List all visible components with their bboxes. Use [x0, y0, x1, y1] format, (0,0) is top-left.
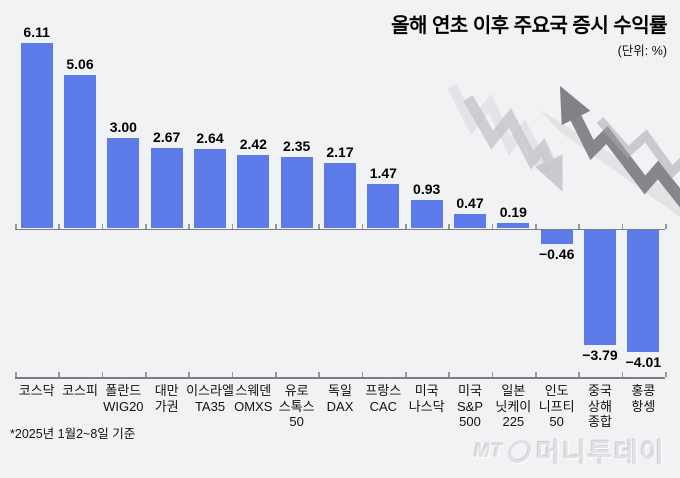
axis-tick — [188, 223, 190, 229]
chart-title: 올해 연초 이후 주요국 증시 수익률 — [391, 15, 667, 37]
moneytoday-name-text: 머니투데이 — [536, 438, 666, 468]
axis-tick — [275, 223, 277, 229]
value-label: 2.35 — [283, 138, 311, 155]
axis-tick — [145, 223, 147, 229]
moneytoday-mt-text: MT — [473, 440, 504, 462]
bar — [64, 75, 96, 229]
axis-tick — [188, 372, 190, 377]
bar — [237, 155, 270, 229]
value-label: 6.11 — [23, 24, 50, 41]
axis-tick — [58, 372, 60, 377]
axis-tick — [318, 372, 320, 377]
category-label: 코스닥 — [18, 383, 55, 398]
bar — [584, 230, 616, 345]
axis-tick — [665, 223, 667, 229]
bar — [410, 200, 443, 229]
value-label: 2.17 — [326, 143, 354, 160]
axis-tick — [621, 372, 624, 377]
category-label: 독일 DAX — [326, 383, 354, 414]
value-label: 3.00 — [109, 118, 137, 135]
bar — [20, 43, 53, 229]
axis-tick — [448, 223, 450, 229]
bar — [107, 137, 140, 229]
category-label: 일본 닛케이 225 — [495, 383, 532, 429]
axis-tick — [101, 223, 104, 229]
axis-tick — [578, 223, 580, 229]
axis-tick — [231, 223, 234, 229]
axis-tick — [405, 223, 407, 229]
bar — [194, 148, 226, 229]
axis-tick — [405, 372, 407, 377]
category-label: 미국 나스닥 — [408, 383, 445, 414]
trend-arrows-decoration — [447, 83, 680, 217]
bar — [454, 214, 486, 229]
axis-tick — [58, 223, 60, 229]
axis-tick — [491, 223, 494, 229]
axis-tick — [231, 372, 234, 377]
footnote: *2025년 1월2~8일 기준 — [10, 427, 136, 441]
moneytoday-circle-icon — [505, 440, 534, 463]
axis-tick — [101, 372, 104, 377]
category-label: 이스라엘 TA35 — [186, 383, 234, 414]
value-label: 0.19 — [499, 203, 527, 220]
category-label: 대만 가권 — [154, 383, 179, 414]
value-label: −0.46 — [538, 245, 575, 262]
category-label: 중국 상해 종합 — [588, 383, 612, 429]
axis-tick — [15, 372, 17, 377]
axis-tick — [578, 372, 580, 377]
value-label: −4.01 — [625, 353, 662, 370]
unit-label: (단위: %) — [617, 44, 667, 58]
category-label: 스웨덴 OMXS — [234, 383, 273, 414]
axis-tick — [448, 372, 450, 377]
axis-tick — [15, 223, 17, 229]
category-label: 미국 S&P 500 — [456, 383, 484, 429]
medium-downtrend-band — [596, 117, 680, 179]
zero-axis-line — [15, 228, 665, 230]
category-label: 코스피 — [62, 383, 98, 398]
bar — [627, 230, 660, 352]
axis-tick — [621, 223, 624, 229]
category-label: 프랑스 CAC — [365, 383, 402, 414]
light-downtrend-arrow — [463, 95, 563, 192]
category-label: 유로 스톡스 50 — [278, 383, 315, 429]
category-label: 홍콩 항셍 — [631, 383, 656, 414]
bar — [324, 162, 356, 229]
moneytoday-logo: MT 머니투데이 — [474, 433, 666, 470]
axis-tick — [361, 223, 364, 229]
axis-tick — [275, 372, 277, 377]
value-label: 2.67 — [153, 128, 181, 145]
value-label: 0.47 — [456, 195, 484, 212]
bar — [280, 157, 313, 229]
axis-tick — [361, 372, 364, 377]
value-label: −3.79 — [582, 346, 618, 363]
value-label: 5.06 — [66, 56, 94, 73]
dark-uptrend-arrow — [559, 85, 680, 208]
value-label: 2.64 — [196, 129, 224, 146]
bar — [367, 183, 400, 229]
axis-tick — [535, 223, 537, 229]
category-label: 폴란드 WIG20 — [103, 383, 144, 414]
axis-tick — [665, 372, 667, 377]
value-label: 0.93 — [413, 181, 441, 198]
category-axis-line — [15, 377, 665, 379]
category-label: 인도 니프티 50 — [538, 383, 575, 429]
bar — [150, 147, 183, 229]
axis-tick — [535, 372, 537, 377]
axis-tick — [318, 223, 320, 229]
axis-tick — [491, 372, 494, 377]
axis-tick — [145, 372, 147, 377]
value-label: 2.42 — [239, 136, 267, 153]
bar — [497, 222, 530, 229]
bar — [540, 230, 573, 244]
value-label: 1.47 — [369, 164, 397, 181]
